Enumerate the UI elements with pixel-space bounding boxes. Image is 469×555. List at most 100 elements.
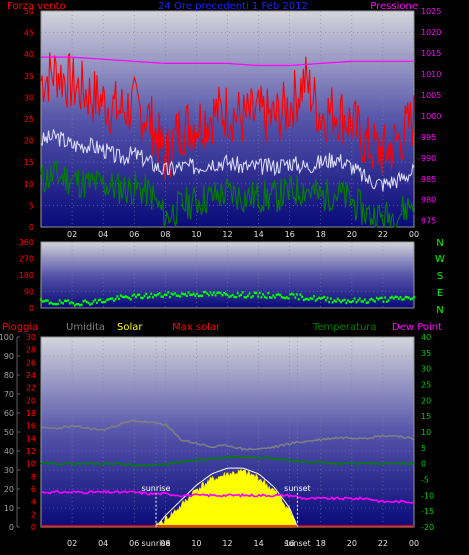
wind-direction-point	[63, 299, 66, 303]
wind-direction-point	[352, 299, 354, 303]
wind-direction-point	[326, 296, 329, 300]
wind-direction-point	[316, 297, 319, 301]
direction-series	[40, 290, 415, 307]
pressure-tick-label: 1020	[421, 28, 441, 37]
wind-direction-point	[170, 292, 173, 295]
wind-tick-label: 45	[24, 29, 34, 38]
wind-direction-point	[340, 300, 342, 304]
direction-tick-label: 180	[19, 271, 34, 280]
wind-direction-point	[46, 299, 49, 302]
wind-direction-point	[302, 298, 305, 302]
wind-direction-point	[384, 296, 387, 299]
climate-x-tick-label: 08	[160, 539, 170, 548]
pressure-tick-label: 1015	[421, 49, 441, 58]
wind-direction-point	[257, 295, 259, 298]
wind-direction-point	[70, 301, 73, 304]
wind-tick-label: 0	[29, 223, 34, 232]
direction-tick-label: 90	[24, 288, 34, 297]
wind-direction-point	[330, 297, 332, 300]
wind-x-tick-label: 16	[285, 230, 295, 239]
direction-tick-label: 0	[29, 304, 34, 313]
wind-direction-point	[408, 296, 410, 299]
wind-direction-point	[90, 302, 93, 305]
dew-point-label: Dew Point	[392, 322, 442, 333]
temperature-tick-label: 20	[421, 396, 431, 405]
compass-label-n-top: N	[436, 238, 443, 249]
temperature-tick-label: 10	[421, 428, 431, 437]
humidity-tick-label: 70	[4, 390, 14, 399]
wind-axis-ticks: 0 5 10 15 20 25 30 35 40 45 50	[24, 7, 34, 232]
temperature-label: Temperatura	[312, 322, 377, 333]
rain-tick-label: 28	[26, 346, 36, 355]
wind-direction-point	[43, 299, 46, 303]
wind-x-tick-label: 22	[378, 230, 388, 239]
wind-direction-panel: 0 90 180 270 360 N W S E N	[19, 238, 445, 316]
pressure-tick-label: 1005	[421, 91, 441, 100]
humidity-tick-label: 50	[4, 428, 14, 437]
rain-tick-label: 20	[26, 396, 36, 405]
temperature-tick-label: 35	[421, 349, 431, 358]
humidity-tick-label: 20	[4, 485, 14, 494]
rain-tick-label: 8	[31, 472, 36, 481]
wind-direction-point	[131, 294, 134, 297]
wind-direction-point	[387, 299, 390, 302]
wind-direction-point	[146, 296, 149, 300]
wind-direction-point	[394, 295, 397, 298]
pressure-tick-label: 1010	[421, 70, 441, 79]
wind-x-tick-label: 00	[409, 230, 419, 239]
wind-direction-point	[355, 301, 358, 304]
wind-direction-point	[218, 291, 220, 294]
wind-direction-point	[96, 301, 98, 304]
temperature-tick-label: 15	[421, 412, 431, 421]
wind-direction-point	[174, 292, 176, 295]
wind-direction-point	[55, 303, 58, 306]
wind-direction-point	[411, 297, 414, 300]
wind-direction-point	[185, 294, 188, 298]
wind-direction-point	[202, 291, 205, 294]
wind-direction-point	[297, 298, 300, 301]
wind-direction-point	[255, 291, 258, 295]
wind-direction-point	[175, 294, 178, 297]
wind-direction-point	[74, 304, 76, 307]
direction-tick-label: 360	[19, 238, 34, 247]
compass-labels: N W S E N	[435, 238, 445, 316]
rain-label: Pioggia	[2, 322, 38, 333]
humidity-tick-label: 30	[4, 466, 14, 475]
wind-direction-point	[246, 294, 249, 298]
wind-direction-point	[258, 291, 261, 295]
rain-tick-label: 10	[26, 460, 36, 469]
wind-direction-point	[179, 295, 181, 298]
wind-direction-point	[392, 297, 395, 300]
rain-tick-label: 18	[26, 409, 36, 418]
wind-direction-point	[58, 299, 61, 302]
climate-x-tick-label: 18	[316, 539, 326, 548]
climate-x-tick-label: 06	[129, 539, 139, 548]
temperature-tick-label: 0	[421, 460, 426, 469]
wind-direction-point	[53, 302, 56, 306]
wind-direction-point	[280, 295, 283, 299]
wind-x-tick-label: 18	[316, 230, 326, 239]
wind-direction-point	[197, 294, 200, 298]
wind-direction-point	[119, 294, 122, 297]
wind-tick-label: 20	[24, 137, 34, 146]
wind-direction-point	[79, 304, 81, 307]
wind-direction-point	[406, 296, 409, 299]
wind-direction-point	[413, 295, 415, 299]
wind-direction-point	[77, 302, 80, 306]
wind-direction-point	[245, 296, 248, 299]
climate-x-tick-label: 16	[285, 539, 295, 548]
wind-series	[40, 52, 415, 228]
wind-direction-point	[336, 297, 339, 300]
wind-direction-point	[268, 296, 271, 299]
wind-direction-point	[396, 295, 398, 299]
climate-x-tick-label: 12	[222, 539, 232, 548]
wind-direction-point	[168, 295, 171, 299]
wind-direction-point	[401, 298, 404, 301]
wind-direction-point	[51, 302, 54, 306]
wind-direction-point	[282, 296, 285, 299]
wind-tick-label: 50	[24, 7, 34, 16]
wind-direction-point	[94, 298, 97, 302]
wind-direction-point	[357, 299, 359, 302]
wind-direction-point	[180, 292, 183, 295]
